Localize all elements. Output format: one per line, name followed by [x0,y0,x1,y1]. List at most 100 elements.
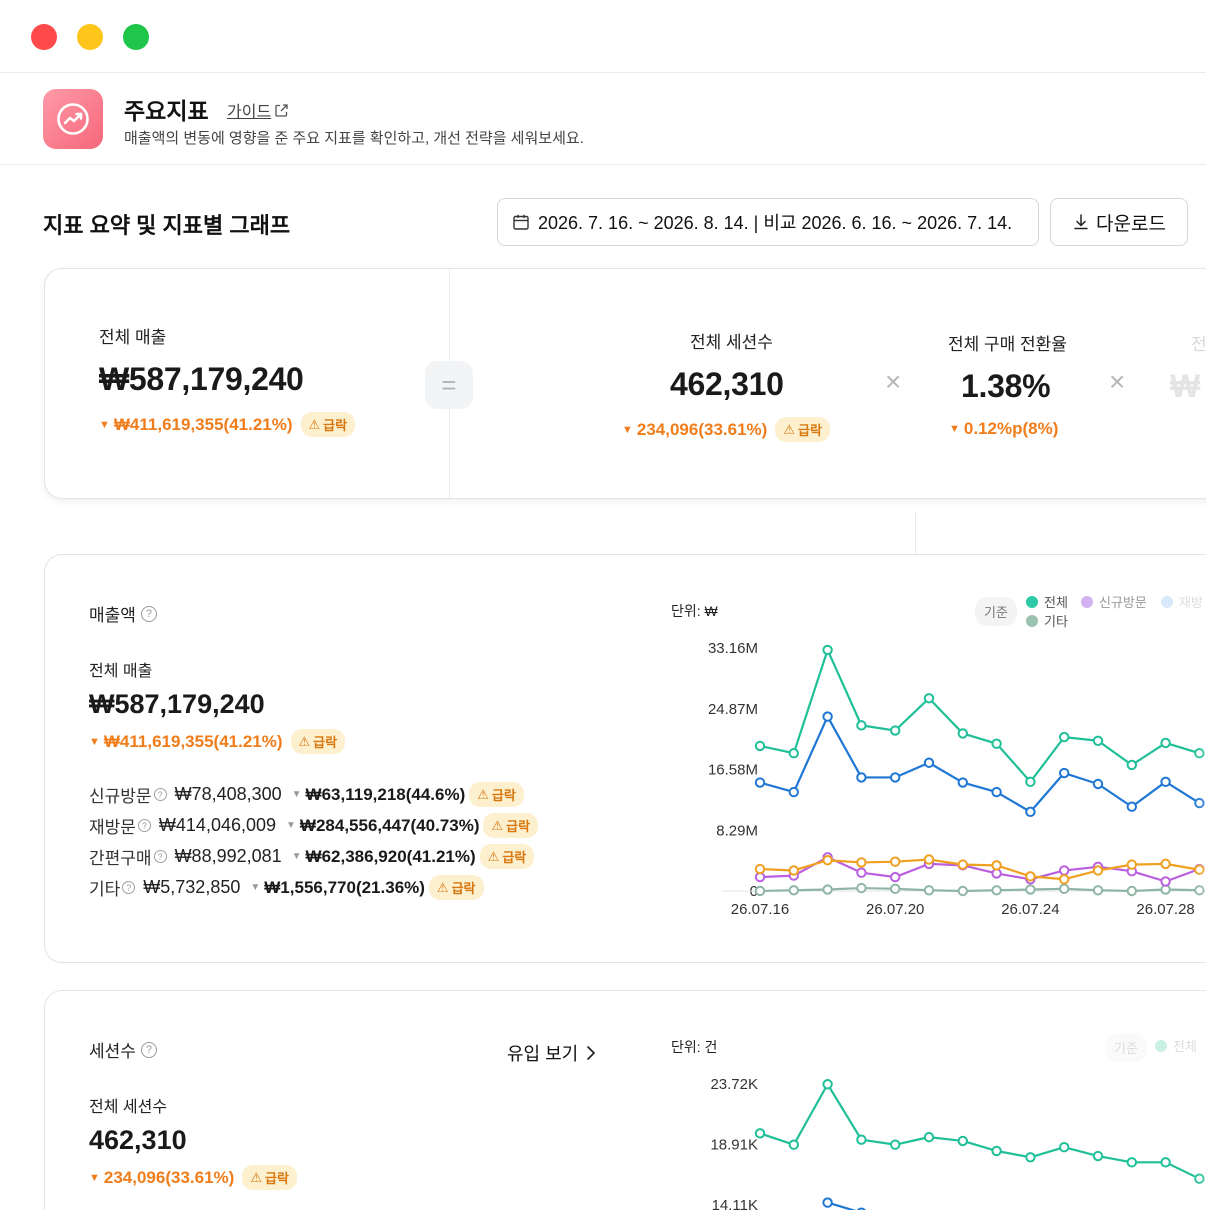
legend-dot [1081,595,1093,608]
y-tick-label: 8.29M [716,822,758,839]
window-close-button[interactable] [31,24,57,50]
legend-dot [1155,1039,1167,1052]
data-point[interactable] [822,855,833,866]
data-point[interactable] [991,786,1002,798]
y-tick-label: 14.11K [712,1197,758,1210]
window-titlebar [0,0,1206,73]
data-point[interactable] [890,772,901,783]
data-point[interactable] [991,1145,1002,1157]
view-traffic-link[interactable]: 유입 보기 [507,1040,596,1066]
data-point[interactable] [923,885,935,896]
help-icon[interactable]: ? [140,605,157,622]
sessions-total-delta: ▼ 234,096(33.61%) ⚠ 급락 [89,1165,297,1190]
data-point[interactable] [957,728,968,739]
data-point[interactable] [856,867,867,878]
data-point[interactable] [856,1134,867,1145]
breakdown-value: ₩88,992,081 [174,846,282,866]
sessions-total-delta-text: 234,096(33.61%) [103,1167,235,1187]
breakdown-delta-text: ₩63,119,218(44.6%) [305,784,466,804]
data-point[interactable] [754,863,766,875]
legend-item[interactable]: 전체 [1155,1036,1197,1055]
help-icon[interactable]: ? [153,850,167,863]
data-point[interactable] [822,1197,833,1208]
data-point[interactable] [754,885,766,897]
chart-fade-overlay [1005,1061,1206,1210]
data-point[interactable] [822,711,833,722]
data-point[interactable] [856,772,867,783]
revenue-card-title: 매출액 ? [89,601,157,626]
data-point[interactable] [890,725,901,736]
revenue-total-delta-text: ₩411,619,355(41.21%) [103,731,283,751]
guide-link[interactable]: 가이드 [227,98,289,122]
breakdown-row: 신규방문 ? ₩78,408,300 ▼ ₩63,119,218(44.6%) ⚠… [89,782,524,807]
legend-item[interactable]: 신규방문 [1081,592,1147,611]
summary-sessions-label: 전체 세션수 [690,333,773,352]
data-point[interactable] [788,786,800,798]
data-point[interactable] [754,777,766,788]
badge-text: 급락 [451,881,476,896]
data-point[interactable] [991,738,1002,749]
data-point[interactable] [754,740,766,752]
window-maximize-button[interactable] [123,24,149,50]
breakdown-delta: ▼ ₩284,556,447(40.73%) [286,816,479,836]
badge-text: 급락 [506,819,531,834]
data-point[interactable] [890,856,901,867]
data-point[interactable] [957,859,968,870]
breakdown-name: 기타 [89,880,121,899]
legend-item[interactable]: 재방 [1161,592,1203,611]
data-point[interactable] [788,885,800,896]
data-point[interactable] [788,748,800,759]
legend-base-toggle[interactable]: 기준 [975,597,1017,626]
data-point[interactable] [890,1139,901,1150]
data-point[interactable] [856,857,867,868]
data-point[interactable] [788,865,800,876]
download-button[interactable]: 다운로드 [1050,198,1188,246]
data-point[interactable] [991,885,1002,896]
help-icon[interactable]: ? [122,881,136,894]
data-point[interactable] [754,1128,766,1139]
data-point[interactable] [957,885,968,897]
data-point[interactable] [856,882,867,894]
data-point[interactable] [822,884,833,895]
x-tick-label: 26.07.20 [866,901,924,918]
date-range-picker[interactable]: 2026. 7. 16. ~ 2026. 8. 14. | 비교 2026. 6… [497,198,1039,246]
data-point[interactable] [822,1079,833,1090]
data-point[interactable] [856,720,867,731]
legend-label: 전체 [1173,1039,1197,1054]
data-point[interactable] [923,854,935,865]
down-triangle-icon: ▼ [949,423,960,435]
y-tick-label: 23.72K [710,1076,758,1093]
help-icon[interactable]: ? [137,819,151,832]
legend-base-toggle[interactable]: 기준 [1105,1033,1147,1062]
data-point[interactable] [890,871,901,883]
revenue-unit-label: 단위: ₩ [671,603,718,619]
data-point[interactable] [822,644,833,656]
external-link-icon [275,103,288,117]
breakdown-delta-text: ₩1,556,770(21.36%) [264,877,425,897]
data-point[interactable] [957,1135,968,1147]
warning-icon: ⚠ [250,1169,262,1185]
help-icon[interactable]: ? [153,788,167,801]
drop-badge: ⚠ 급락 [242,1165,297,1190]
data-point[interactable] [923,757,935,768]
breakdown-row: 재방문 ? ₩414,046,009 ▼ ₩284,556,447(40.73%)… [89,813,539,838]
badge-text: 급락 [502,850,527,865]
breakdown-name: 재방문 [89,818,136,837]
data-point[interactable] [890,883,901,895]
legend-label: 재방 [1179,595,1203,610]
summary-revenue-delta: ▼ ₩411,619,355(41.21%) ⚠ 급락 [99,412,356,437]
summary-conversion-delta: ▼ 0.12%p(8%) [949,419,1058,439]
data-point[interactable] [923,693,935,704]
data-point[interactable] [991,860,1002,871]
data-point[interactable] [788,1139,800,1150]
drop-badge: ⚠ 급락 [300,412,356,437]
drop-badge: ⚠ 급락 [290,729,346,754]
calendar-icon [513,214,529,230]
column-guide-line [915,512,916,554]
data-point[interactable] [957,777,968,788]
sessions-sub-label: 전체 세션수 [89,1099,168,1116]
data-point[interactable] [923,1131,935,1143]
window-minimize-button[interactable] [77,24,103,50]
help-icon[interactable]: ? [140,1041,157,1058]
legend-item[interactable]: 전체 [1026,592,1068,611]
